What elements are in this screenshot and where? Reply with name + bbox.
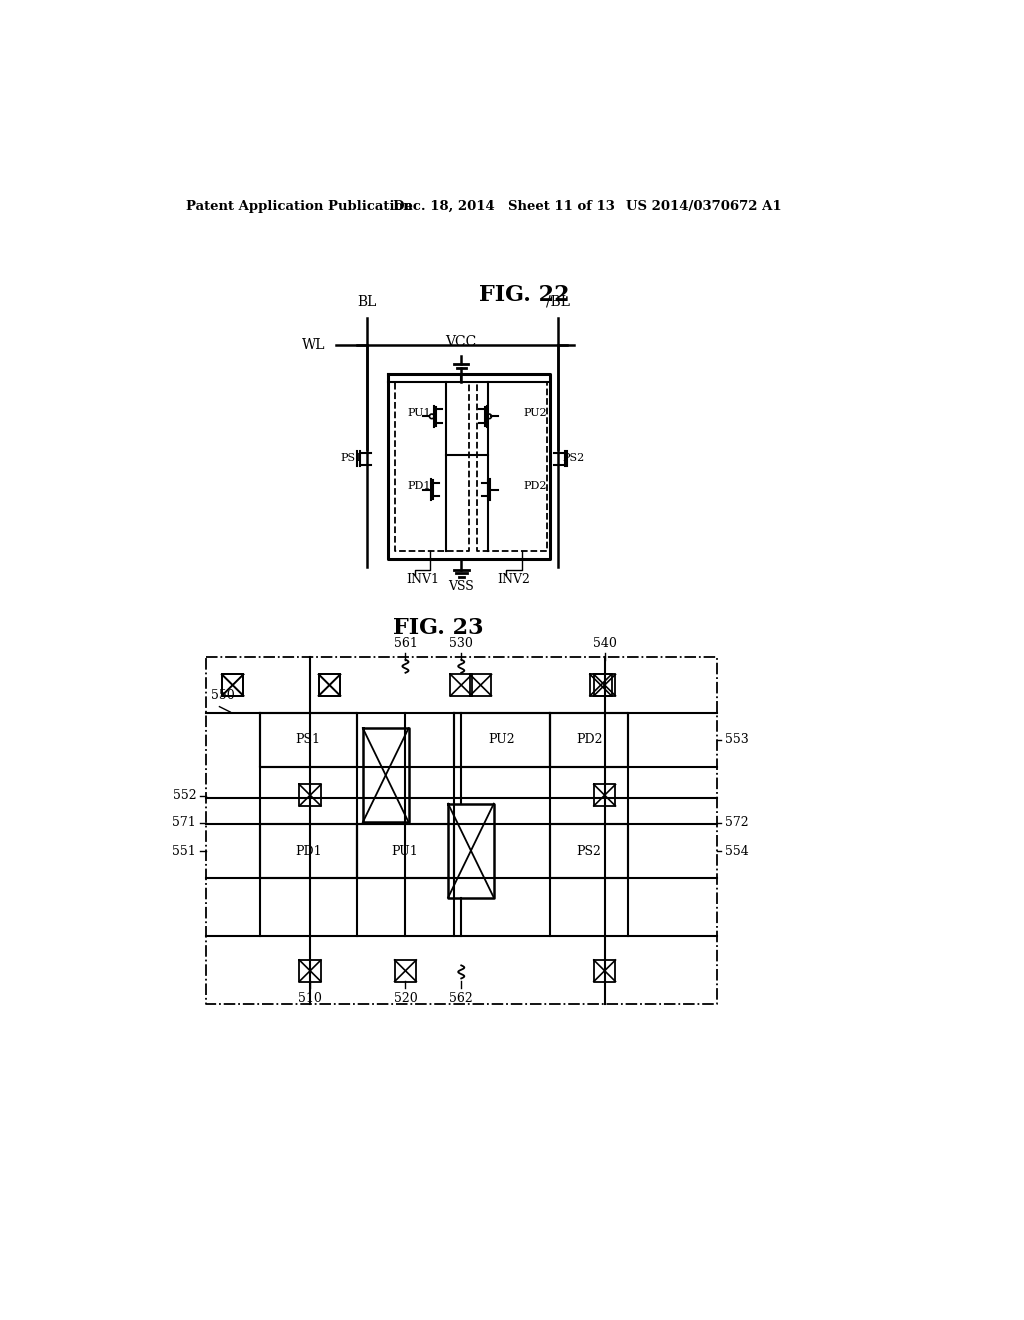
Text: VSS: VSS (449, 579, 474, 593)
Text: PU2: PU2 (488, 733, 515, 746)
Text: 550: 550 (211, 689, 234, 702)
Text: 562: 562 (450, 991, 473, 1005)
Text: PS1: PS1 (296, 733, 321, 746)
Text: FIG. 23: FIG. 23 (393, 618, 483, 639)
Text: 530: 530 (450, 636, 473, 649)
Text: Patent Application Publication: Patent Application Publication (186, 199, 413, 213)
Text: PS2: PS2 (562, 453, 585, 462)
Text: Dec. 18, 2014: Dec. 18, 2014 (393, 199, 495, 213)
Text: 561: 561 (393, 636, 418, 649)
Text: 551: 551 (172, 845, 197, 858)
Text: 510: 510 (298, 991, 323, 1005)
Text: BL: BL (357, 294, 377, 309)
Text: PS1: PS1 (341, 453, 362, 462)
Text: 552: 552 (173, 789, 197, 803)
Text: 520: 520 (393, 991, 418, 1005)
Text: PU1: PU1 (407, 408, 431, 418)
Text: FIG. 22: FIG. 22 (479, 285, 570, 306)
Text: PU2: PU2 (523, 408, 547, 418)
Text: US 2014/0370672 A1: US 2014/0370672 A1 (627, 199, 782, 213)
Text: PD2: PD2 (523, 480, 547, 491)
Text: 554: 554 (725, 845, 749, 858)
Text: INV2: INV2 (498, 573, 530, 586)
Text: VCC: VCC (445, 335, 477, 350)
Text: 553: 553 (725, 733, 749, 746)
Text: PS2: PS2 (577, 845, 601, 858)
Text: /BL: /BL (546, 294, 570, 309)
Text: PD1: PD1 (295, 845, 322, 858)
Text: 571: 571 (172, 816, 197, 829)
Text: Sheet 11 of 13: Sheet 11 of 13 (508, 199, 614, 213)
Text: PD2: PD2 (575, 733, 602, 746)
Text: INV1: INV1 (406, 573, 439, 586)
Text: PU1: PU1 (392, 845, 419, 858)
Text: PD1: PD1 (407, 480, 430, 491)
Text: WL: WL (302, 338, 326, 351)
Text: 540: 540 (593, 636, 616, 649)
Text: 572: 572 (725, 816, 749, 829)
